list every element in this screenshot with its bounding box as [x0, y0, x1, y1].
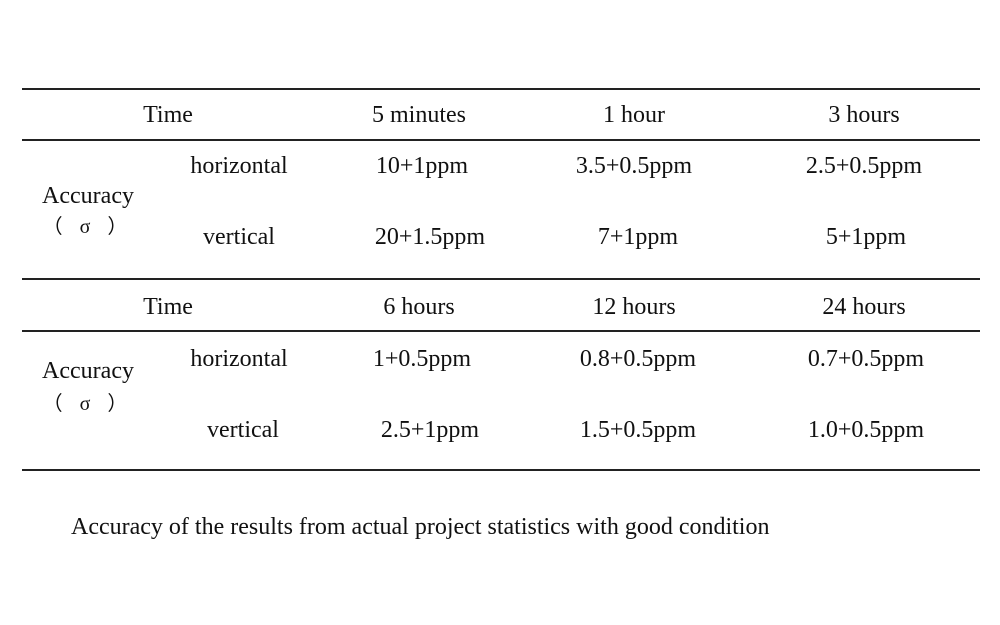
- table-cell: 5+1ppm: [825, 224, 907, 250]
- table-cell: 20+1.5ppm: [374, 224, 486, 250]
- table-cell: 7+1ppm: [597, 224, 679, 250]
- period-header: 5 minutes: [372, 102, 466, 128]
- table-cell: 0.7+0.5ppm: [807, 346, 925, 372]
- header-rule-1: [22, 139, 980, 141]
- section-divider-rule: [22, 278, 980, 280]
- table-caption: Accuracy of the results from actual proj…: [71, 514, 770, 540]
- row-label-vertical: vertical: [203, 224, 275, 250]
- period-header: 1 hour: [603, 102, 665, 128]
- table-cell: 0.8+0.5ppm: [579, 346, 697, 372]
- sigma-label: （ σ ）: [42, 393, 134, 415]
- row-label-vertical: vertical: [207, 417, 279, 443]
- row-label-horizontal: horizontal: [190, 346, 288, 372]
- period-header: 6 hours: [383, 294, 455, 320]
- accuracy-label: Accuracy: [42, 358, 134, 384]
- table-top-rule: [22, 88, 980, 90]
- period-header: 12 hours: [592, 294, 676, 320]
- period-header: 3 hours: [828, 102, 900, 128]
- time-header: Time: [143, 102, 193, 128]
- time-header: Time: [143, 294, 193, 320]
- accuracy-label: Accuracy: [42, 183, 134, 209]
- table-bottom-rule: [22, 469, 980, 471]
- table-cell: 1.5+0.5ppm: [579, 417, 697, 443]
- header-rule-2: [22, 330, 980, 332]
- period-header: 24 hours: [822, 294, 906, 320]
- table-cell: 3.5+0.5ppm: [575, 153, 693, 179]
- table-cell: 1.0+0.5ppm: [807, 417, 925, 443]
- row-label-horizontal: horizontal: [190, 153, 288, 179]
- table-cell: 1+0.5ppm: [372, 346, 472, 372]
- table-cell: 2.5+0.5ppm: [805, 153, 923, 179]
- table-cell: 10+1ppm: [375, 153, 469, 179]
- sigma-label: （ σ ）: [42, 216, 134, 238]
- table-cell: 2.5+1ppm: [380, 417, 480, 443]
